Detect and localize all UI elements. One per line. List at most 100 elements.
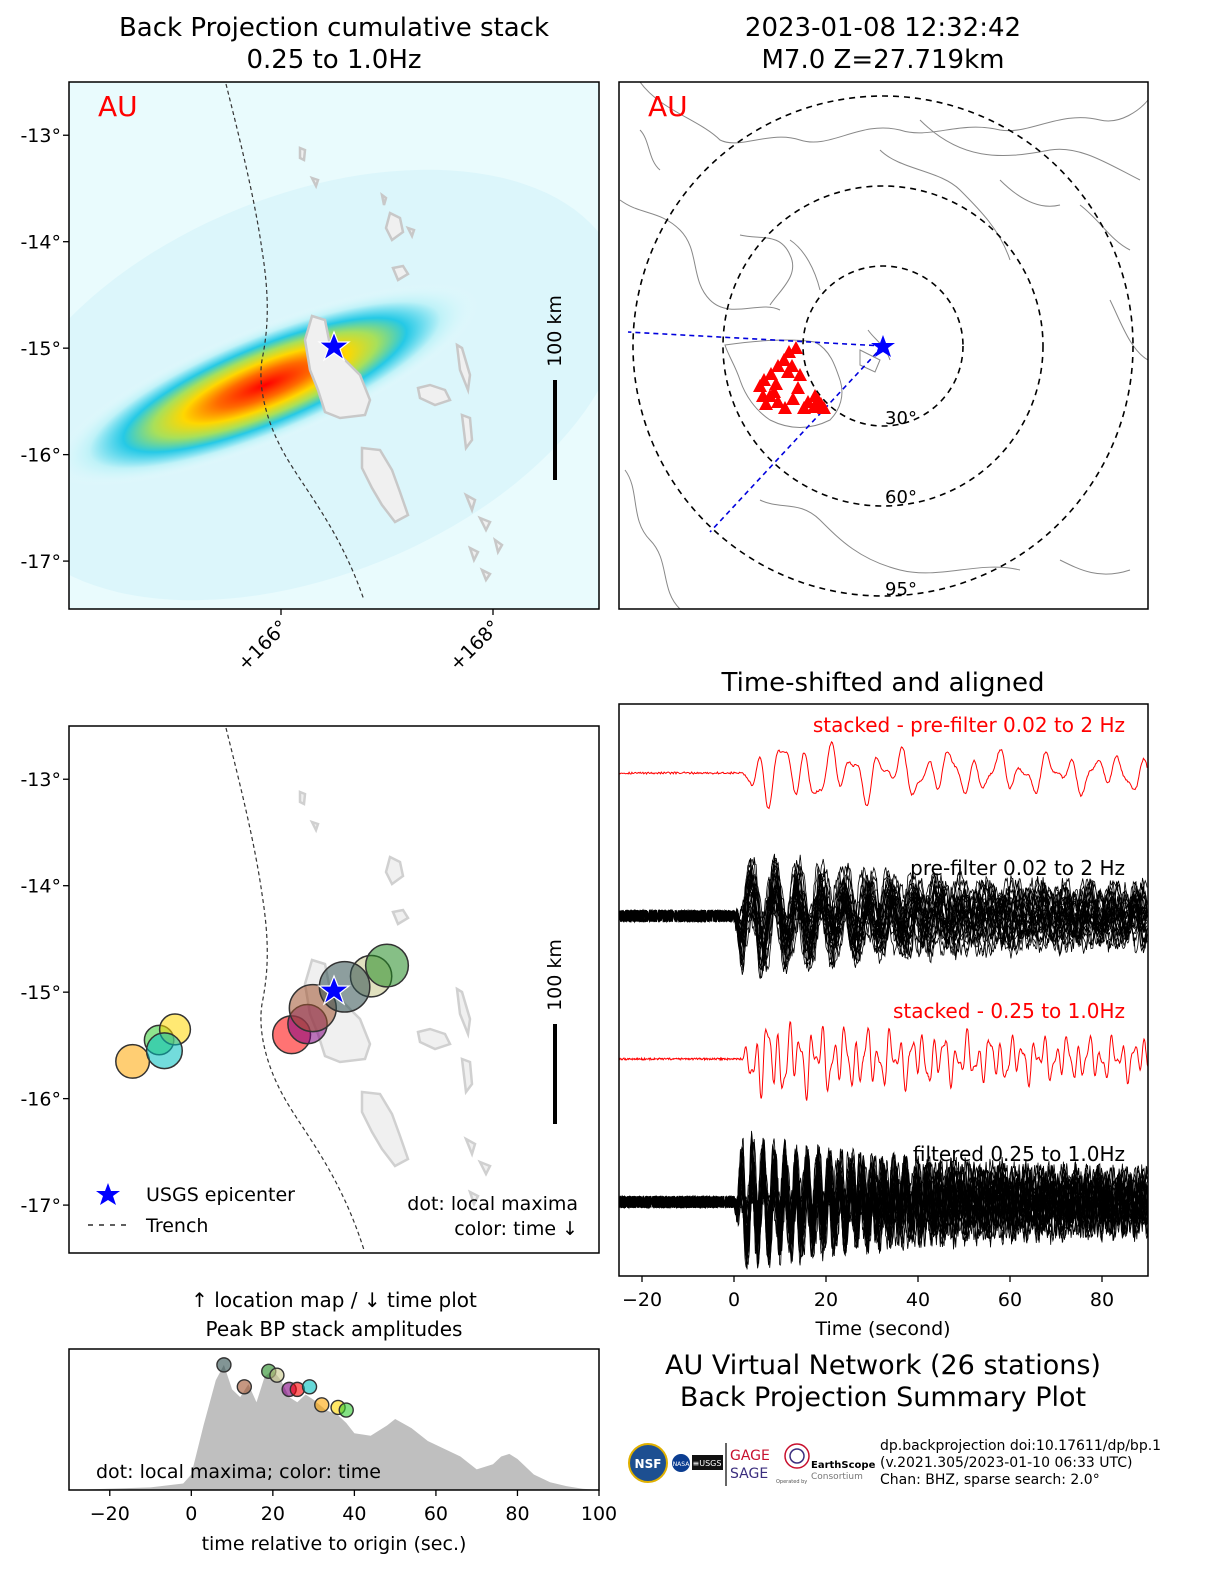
wave-title: Time-shifted and aligned — [721, 668, 1045, 698]
station-marker — [791, 381, 805, 394]
station-trace — [619, 863, 1148, 979]
station-marker — [764, 367, 778, 380]
loc-scalebar-label: 100 km — [544, 939, 566, 1011]
credit-line3: Chan: BHZ, sparse search: 2.0° — [880, 1472, 1100, 1488]
operated-by-text: Operated by — [776, 1479, 807, 1485]
wave-xlabel: Time (second) — [814, 1318, 950, 1340]
ring-label-30: 30° — [885, 408, 917, 429]
station-marker — [801, 395, 815, 408]
wave-tick-label: 0 — [728, 1289, 740, 1311]
gage-logo-text: GAGE — [730, 1448, 770, 1464]
station-trace — [619, 1144, 1148, 1258]
station-marker — [782, 345, 796, 358]
loc-note-line1: dot: local maxima — [407, 1193, 578, 1215]
time-dot — [301, 1379, 318, 1395]
bp-frame — [68, 81, 600, 610]
time-tick-label: 0 — [185, 1503, 197, 1525]
earthscope-logo — [784, 1443, 810, 1469]
usgs-logo-text: ≡USGS — [693, 1459, 722, 1468]
lat-tick-label: -13° — [20, 125, 61, 147]
time-dot — [236, 1379, 253, 1395]
station-marker — [759, 397, 773, 410]
time-dots — [216, 1357, 354, 1418]
bp-heatmap — [69, 82, 599, 609]
station-marker — [753, 379, 767, 392]
stacked-trace — [619, 741, 1148, 810]
time-tick-label: 80 — [505, 1503, 529, 1525]
wave-tick-label: −20 — [622, 1289, 662, 1311]
peak-location-dot — [115, 1043, 151, 1079]
time-dot — [216, 1357, 232, 1373]
map-title-line2: M7.0 Z=27.719km — [761, 45, 1004, 75]
legend-epicenter-icon — [96, 1183, 120, 1205]
bp-network-tag: AU — [98, 90, 138, 123]
station-marker — [789, 341, 803, 354]
time-dot — [314, 1397, 330, 1413]
time-tick-label: 100 — [581, 1503, 617, 1525]
earthscope-logo-inner — [789, 1448, 805, 1464]
station-marker — [781, 365, 795, 378]
station-trace — [619, 866, 1148, 971]
ring-label-60: 60° — [885, 487, 917, 508]
bp-scalebar-label: 100 km — [544, 295, 566, 367]
distance-rings — [632, 95, 1134, 597]
nasa-logo-text: NASA — [673, 1461, 691, 1468]
loc-frame — [68, 725, 600, 1254]
lat-tick-label: -14° — [20, 876, 61, 898]
time-tick-label: 40 — [342, 1503, 366, 1525]
loc-trench-line — [225, 727, 365, 1251]
station-marker — [769, 377, 783, 390]
map-epicenter-star — [871, 335, 895, 357]
lat-tick-label: -15° — [20, 338, 61, 360]
wave-x-ticks: −20 0 20 40 60 80 — [622, 1276, 1114, 1311]
station-markers — [753, 341, 831, 414]
wave-tick-label: 80 — [1090, 1289, 1114, 1311]
station-marker — [817, 401, 831, 414]
trace-label-filtered: filtered 0.25 to 1.0Hz — [913, 1142, 1125, 1166]
map-title-line1: 2023-01-08 12:32:42 — [745, 13, 1021, 43]
loc-note-line2: color: time ↓ — [454, 1218, 578, 1240]
credit-line1: dp.backprojection doi:10.17611/dp/bp.1 — [880, 1438, 1162, 1454]
usgs-logo — [692, 1455, 723, 1470]
peak-location-dot — [145, 1032, 183, 1070]
station-marker — [811, 393, 825, 406]
time-x-ticks: −20 0 20 40 60 80 100 — [90, 1490, 617, 1525]
stacked-trace — [619, 1020, 1148, 1101]
nsf-logo — [628, 1443, 668, 1483]
distance-ring-labels: 30° 60° 95° — [885, 408, 917, 600]
wave-tick-label: 40 — [906, 1289, 930, 1311]
loc-epicenter-star — [317, 974, 351, 1006]
credit-line2: (v.2021.305/2023-01-10 06:33 UTC) — [880, 1455, 1133, 1471]
trace-label-stacked-filtered: stacked - 0.25 to 1.0Hz — [893, 999, 1125, 1023]
time-tick-label: 20 — [261, 1503, 285, 1525]
station-trace — [619, 860, 1148, 973]
wave-tick-label: 20 — [814, 1289, 838, 1311]
station-marker — [771, 395, 785, 408]
station-marker — [778, 401, 792, 414]
logo-strip: NSF NASA ≡USGS GAGE SAGE Operated by Ear… — [628, 1443, 876, 1486]
lat-tick-label: -13° — [20, 769, 61, 791]
map-network-tag: AU — [648, 90, 688, 123]
station-marker — [771, 359, 785, 372]
station-marker — [786, 392, 800, 405]
legend-trench-label: Trench — [145, 1215, 208, 1237]
credit-block: dp.backprojection doi:10.17611/dp/bp.1 (v… — [880, 1438, 1161, 1489]
station-marker — [767, 385, 781, 398]
lon-tick-label: +168° — [445, 616, 504, 675]
time-title-line1: ↑ location map / ↓ time plot — [191, 1288, 477, 1312]
lat-tick-label: -16° — [20, 445, 61, 467]
peak-location-dot — [364, 943, 410, 988]
lat-tick-label: -17° — [20, 551, 61, 573]
wave-frame — [618, 703, 1149, 1277]
time-dot — [269, 1367, 285, 1383]
station-marker — [777, 353, 791, 366]
station-marker — [793, 368, 807, 381]
lat-tick-label: -17° — [20, 1195, 61, 1217]
wave-tick-label: 60 — [998, 1289, 1022, 1311]
summary-line2: Back Projection Summary Plot — [680, 1382, 1086, 1413]
time-dot — [338, 1402, 354, 1418]
network-aperture-lines — [627, 331, 884, 533]
nsf-logo-text: NSF — [635, 1457, 662, 1471]
lat-tick-label: -14° — [20, 232, 61, 254]
